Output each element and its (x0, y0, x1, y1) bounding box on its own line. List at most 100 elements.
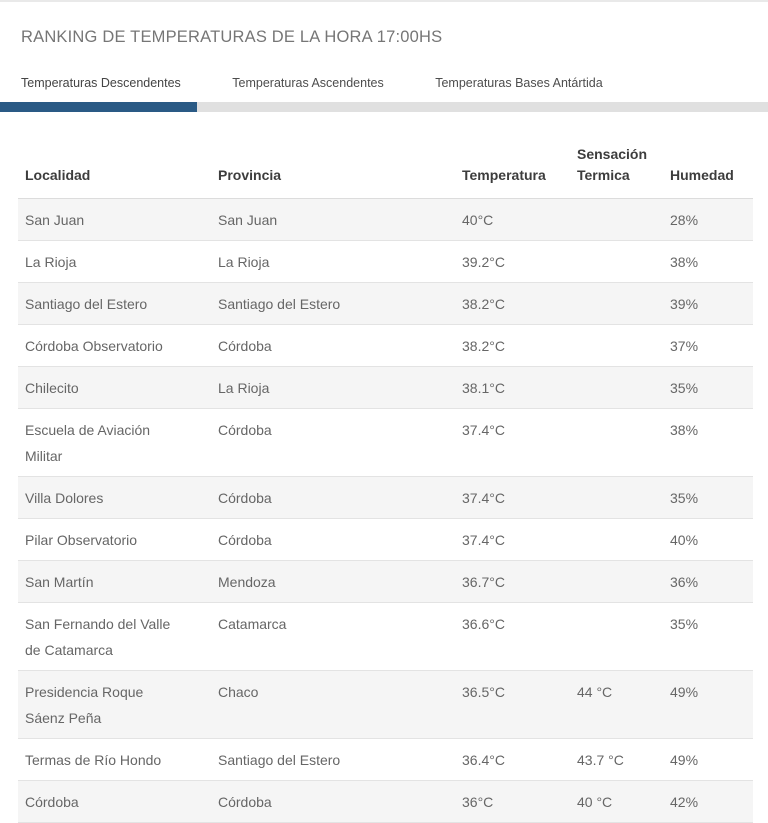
cell-text-provincia: Córdoba (218, 531, 272, 548)
cell-text-provincia: Chaco (218, 683, 259, 700)
cell-text-provincia: Córdoba (218, 337, 272, 354)
cell-text-localidad: Presidencia Roque Sáenz Peña (25, 683, 144, 726)
table-row: Termas de Río Hondo Santiago del Estero 36… (18, 738, 753, 781)
table-row: Santiago del Estero Santiago del Estero 38… (18, 282, 753, 325)
cell-localidad: Córdoba (18, 780, 211, 823)
cell-text-localidad: Santiago del Estero (25, 295, 148, 312)
cell-text-humedad: 36% (670, 573, 699, 590)
cell-text-provincia: La Rioja (218, 379, 270, 396)
cell-sensacion (570, 240, 663, 283)
cell-text-humedad: 38% (670, 421, 699, 438)
cell-text-temperatura: 36.7°C (462, 573, 505, 590)
cell-humedad: 38% (663, 240, 753, 283)
cell-sensacion (570, 366, 663, 409)
tab-track (0, 102, 768, 112)
cell-provincia: La Rioja (211, 366, 455, 409)
cell-text-provincia: Mendoza (218, 573, 276, 590)
cell-text-temperatura: 40°C (462, 211, 494, 228)
table-row: San Martín Mendoza 36.7°C 36% (18, 560, 753, 603)
cell-text-humedad: 38% (670, 253, 699, 270)
cell-temperatura: 37.4°C (455, 408, 570, 477)
cell-sensacion (570, 602, 663, 671)
cell-temperatura: 37.4°C (455, 518, 570, 561)
cell-sensacion: 44 °C (570, 670, 663, 739)
cell-temperatura: 36.4°C (455, 738, 570, 781)
cell-humedad: 49% (663, 738, 753, 781)
cell-localidad: Villa Dolores (18, 476, 211, 519)
cell-localidad: Pilar Observatorio (18, 518, 211, 561)
cell-provincia: San Juan (211, 198, 455, 241)
cell-humedad: 49% (663, 670, 753, 739)
cell-provincia: Catamarca (211, 602, 455, 671)
cell-text-temperatura: 36.4°C (462, 751, 505, 768)
cell-provincia: Córdoba (211, 476, 455, 519)
cell-temperatura: 40°C (455, 198, 570, 241)
table-row: Villa Dolores Córdoba 37.4°C 35% (18, 476, 753, 519)
cell-text-humedad: 28% (670, 211, 699, 228)
cell-temperatura: 39.2°C (455, 240, 570, 283)
cell-humedad: 42% (663, 780, 753, 823)
cell-localidad: San Juan (18, 198, 211, 241)
cell-localidad: San Martín (18, 560, 211, 603)
cell-text-humedad: 42% (670, 793, 699, 810)
cell-provincia: Córdoba (211, 780, 455, 823)
cell-text-sensacion: 40 °C (577, 793, 613, 810)
cell-text-temperatura: 37.4°C (462, 421, 505, 438)
cell-provincia: La Rioja (211, 240, 455, 283)
tab-temperaturas-descendentes[interactable]: Temperaturas Descendentes (21, 76, 181, 90)
table-row: La Rioja La Rioja 39.2°C 38% (18, 240, 753, 283)
cell-sensacion: 40 °C (570, 780, 663, 823)
cell-humedad: 38% (663, 408, 753, 477)
cell-sensacion (570, 476, 663, 519)
cell-text-localidad: Termas de Río Hondo (25, 751, 162, 768)
table-row: San Juan San Juan 40°C 28% (18, 198, 753, 241)
cell-text-humedad: 35% (670, 379, 699, 396)
cell-humedad: 28% (663, 198, 753, 241)
cell-text-localidad: San Fernando del Valle de Catamarca (25, 615, 171, 658)
cell-humedad: 37% (663, 324, 753, 367)
tab-temperaturas-bases-antartida[interactable]: Temperaturas Bases Antártida (435, 76, 603, 90)
cell-text-provincia: Catamarca (218, 615, 287, 632)
cell-humedad: 35% (663, 476, 753, 519)
cell-temperatura: 36.5°C (455, 670, 570, 739)
cell-humedad: 35% (663, 366, 753, 409)
cell-temperatura: 37.4°C (455, 476, 570, 519)
cell-text-temperatura: 39.2°C (462, 253, 505, 270)
cell-temperatura: 38.2°C (455, 282, 570, 325)
cell-text-temperatura: 38.1°C (462, 379, 505, 396)
cell-localidad: San Fernando del Valle de Catamarca (18, 602, 211, 671)
col-header-humedad: Humedad (663, 144, 753, 199)
cell-temperatura: 36°C (455, 780, 570, 823)
cell-localidad: Termas de Río Hondo (18, 738, 211, 781)
tab-temperaturas-ascendentes[interactable]: Temperaturas Ascendentes (232, 76, 384, 90)
cell-text-humedad: 49% (670, 751, 699, 768)
table-row: Córdoba Córdoba 36°C 40 °C 42% (18, 780, 753, 823)
cell-humedad: 39% (663, 282, 753, 325)
cell-text-localidad: Villa Dolores (25, 489, 104, 506)
table-row: Escuela de Aviación Militar Córdoba 37.4°C… (18, 408, 753, 477)
cell-sensacion (570, 324, 663, 367)
col-header-localidad: Localidad (18, 144, 211, 199)
table-body: San Juan San Juan 40°C 28% La Rioja La Rioja 3… (18, 198, 753, 823)
cell-text-localidad: Pilar Observatorio (25, 531, 138, 548)
page-title: RANKING DE TEMPERATURAS DE LA HORA 17:00… (21, 28, 443, 46)
cell-provincia: Córdoba (211, 324, 455, 367)
cell-temperatura: 38.1°C (455, 366, 570, 409)
cell-text-localidad: Escuela de Aviación Militar (25, 421, 151, 464)
cell-provincia: Santiago del Estero (211, 282, 455, 325)
cell-temperatura: 38.2°C (455, 324, 570, 367)
cell-text-provincia: Córdoba (218, 489, 272, 506)
cell-text-temperatura: 38.2°C (462, 337, 505, 354)
cell-localidad: Córdoba Observatorio (18, 324, 211, 367)
cell-text-temperatura: 37.4°C (462, 489, 505, 506)
cell-text-sensacion: 44 °C (577, 683, 613, 700)
cell-text-localidad: Córdoba Observatorio (25, 337, 163, 354)
cell-text-provincia: La Rioja (218, 253, 270, 270)
cell-sensacion (570, 408, 663, 477)
cell-humedad: 35% (663, 602, 753, 671)
cell-text-provincia: San Juan (218, 211, 278, 228)
cell-provincia: Chaco (211, 670, 455, 739)
cell-provincia: Santiago del Estero (211, 738, 455, 781)
cell-sensacion (570, 560, 663, 603)
table-row: Córdoba Observatorio Córdoba 38.2°C 37% (18, 324, 753, 367)
